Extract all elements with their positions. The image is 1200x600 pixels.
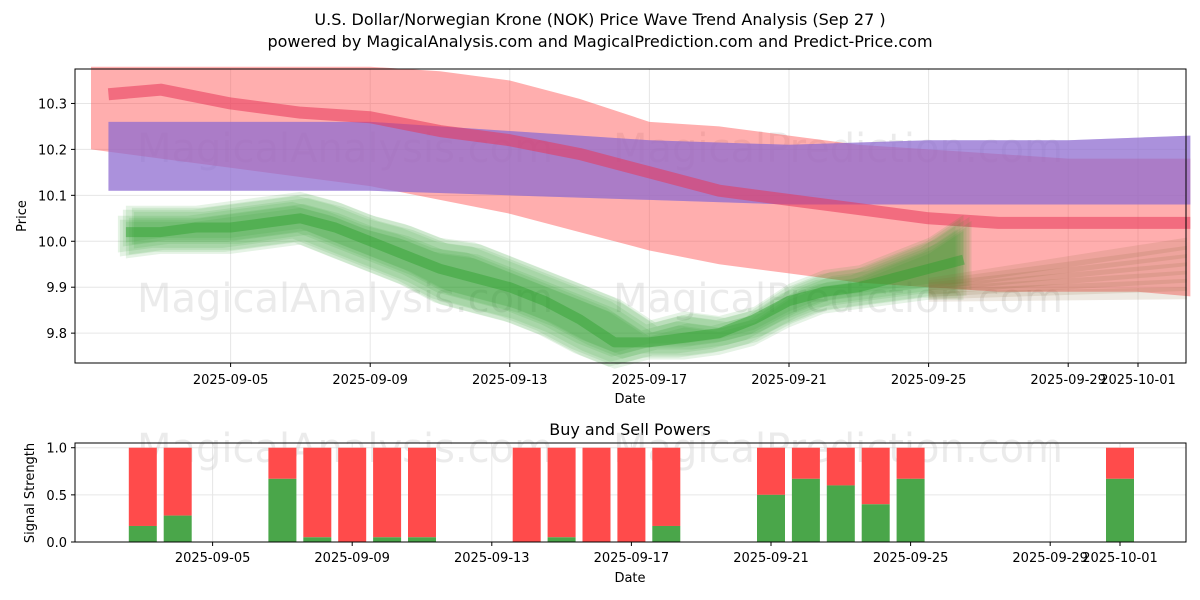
price-x-tick-label: 2025-09-09 xyxy=(332,373,408,388)
green-wave-band xyxy=(117,201,956,363)
sell-power-bar xyxy=(757,447,785,495)
sell-power-bar xyxy=(617,447,646,542)
price-y-tick-label: 10.1 xyxy=(38,189,67,204)
chart-title: U.S. Dollar/Norwegian Krone (NOK) Price … xyxy=(314,10,885,29)
buy-power-bar xyxy=(163,515,192,542)
forecast-band xyxy=(928,254,1187,293)
price-x-tick-label: 2025-09-21 xyxy=(751,373,827,388)
green-wave-band xyxy=(128,203,967,365)
chart-subtitle: powered by MagicalAnalysis.com and Magic… xyxy=(267,32,932,51)
power-bars xyxy=(128,447,1134,542)
sell-power-bar xyxy=(512,447,541,542)
buy-power-bar xyxy=(791,478,820,542)
sell-power-bar xyxy=(547,447,576,538)
power-chart: Buy and Sell Powers MagicalAnalysis.com … xyxy=(23,420,1187,586)
power-y-tick-label: 1.0 xyxy=(46,442,67,457)
buy-power-bar xyxy=(303,537,332,542)
price-chart: MagicalAnalysis.com MagicalPrediction.co… xyxy=(15,66,1191,407)
price-y-tick-label: 10.2 xyxy=(38,143,67,158)
buy-power-bar xyxy=(268,478,297,542)
power-y-tick-label: 0.0 xyxy=(46,536,67,551)
price-x-tick-label: 2025-10-01 xyxy=(1100,373,1176,388)
power-y-tick-label: 0.5 xyxy=(46,489,67,504)
green-wave-band xyxy=(131,193,970,355)
green-wave-band xyxy=(125,191,964,353)
forecast-band xyxy=(928,270,1187,298)
sell-power-bar xyxy=(652,447,681,526)
price-y-label: Price xyxy=(15,200,30,232)
power-x-tick-label: 2025-09-09 xyxy=(314,551,390,566)
power-x-ticks: 2025-09-05 2025-09-09 2025-09-13 2025-09-17… xyxy=(175,542,1158,566)
sell-power-bar xyxy=(268,447,297,479)
price-x-tick-label: 2025-09-29 xyxy=(1030,373,1106,388)
buy-power-bar xyxy=(757,494,785,542)
power-y-label: Signal Strength xyxy=(23,443,38,543)
price-x-tick-label: 2025-09-13 xyxy=(472,373,548,388)
power-x-tick-label: 2025-09-21 xyxy=(733,551,809,566)
power-x-tick-label: 2025-09-25 xyxy=(873,551,949,566)
buy-power-bar xyxy=(652,525,681,542)
sell-power-bar xyxy=(861,447,890,505)
power-x-tick-label: 2025-09-17 xyxy=(594,551,670,566)
forecast-band xyxy=(928,287,1187,302)
price-x-ticks: 2025-09-05 2025-09-09 2025-09-13 2025-09-17… xyxy=(193,363,1176,388)
brown-forecast-fan xyxy=(928,237,1187,302)
sell-power-bar xyxy=(582,447,611,542)
price-series xyxy=(91,66,1191,369)
power-plot-frame xyxy=(74,442,1187,543)
green-wave-band xyxy=(122,195,961,357)
buy-power-bar xyxy=(826,485,855,542)
price-y-tick-label: 9.8 xyxy=(46,327,67,342)
green-wave-band xyxy=(125,207,964,369)
forecast-band xyxy=(928,262,1187,295)
power-x-label: Date xyxy=(614,571,645,586)
power-y-ticks: 0.0 0.5 1.0 xyxy=(46,442,75,551)
buy-power-bar xyxy=(896,478,925,542)
watermark-prediction-mid: MagicalPrediction.com xyxy=(613,276,1063,322)
purple-overlap-band xyxy=(108,121,1191,205)
buy-power-bar xyxy=(861,504,890,542)
sell-power-bar xyxy=(163,447,192,516)
price-x-tick-label: 2025-09-17 xyxy=(612,373,688,388)
sell-power-bar xyxy=(373,447,402,538)
buy-power-bar xyxy=(408,537,436,542)
buy-power-bar xyxy=(373,537,402,542)
sell-power-bar xyxy=(338,447,367,542)
blue-wave-band xyxy=(108,121,1191,205)
forecast-band xyxy=(928,278,1187,300)
forecast-band xyxy=(928,245,1187,291)
price-y-tick-label: 10.0 xyxy=(38,235,67,250)
price-y-ticks: 9.8 9.9 10.0 10.1 10.2 10.3 xyxy=(38,97,75,342)
green-wave-band xyxy=(119,205,958,367)
power-x-tick-label: 2025-10-01 xyxy=(1082,551,1158,566)
watermark-analysis-mid: MagicalAnalysis.com xyxy=(137,276,553,322)
price-plot-frame xyxy=(74,68,1187,364)
sell-power-bar xyxy=(128,447,157,526)
power-x-tick-label: 2025-09-13 xyxy=(454,551,530,566)
green-trend-line xyxy=(125,213,965,348)
price-x-tick-label: 2025-09-25 xyxy=(891,373,967,388)
power-chart-title: Buy and Sell Powers xyxy=(549,420,711,439)
power-x-tick-label: 2025-09-05 xyxy=(175,551,251,566)
green-wave-band xyxy=(133,197,972,359)
sell-power-bar xyxy=(1106,447,1134,479)
power-x-tick-label: 2025-09-29 xyxy=(1012,551,1088,566)
price-x-tick-label: 2025-09-05 xyxy=(193,373,269,388)
sell-power-bar xyxy=(303,447,332,538)
buy-power-bar xyxy=(547,537,576,542)
forecast-band xyxy=(928,237,1187,289)
price-y-tick-label: 10.3 xyxy=(38,97,67,112)
price-y-tick-label: 9.9 xyxy=(46,281,67,296)
buy-power-bar xyxy=(1106,478,1134,542)
sell-power-bar xyxy=(791,447,820,479)
red-trend-line xyxy=(107,83,1191,229)
sell-power-bar xyxy=(896,447,925,479)
sell-power-bar xyxy=(408,447,436,538)
price-x-label: Date xyxy=(614,392,645,407)
buy-power-bar xyxy=(128,525,157,542)
sell-power-bar xyxy=(826,447,855,486)
